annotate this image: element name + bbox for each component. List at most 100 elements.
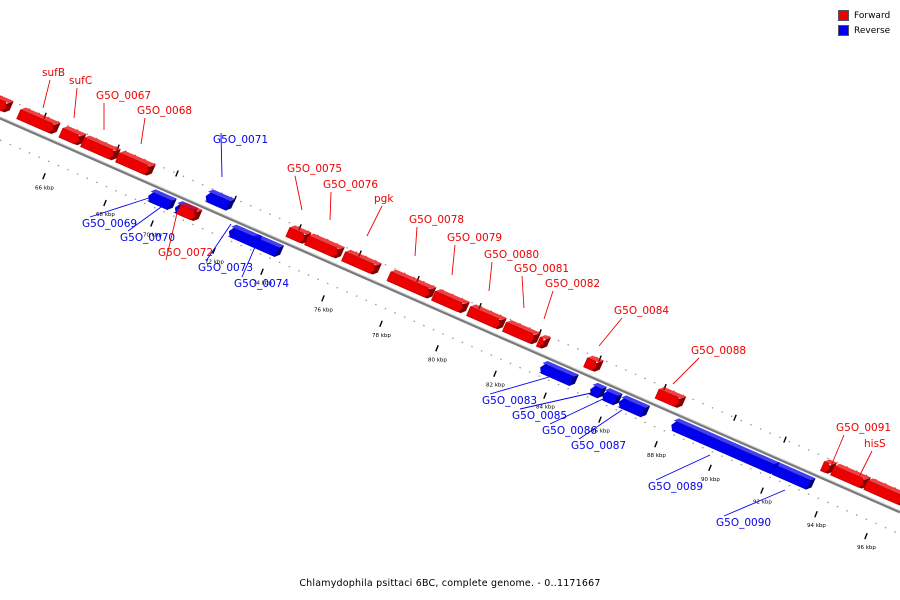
gene-top-face [308, 233, 345, 250]
axis-tick-mark [654, 440, 658, 448]
gene-top-face [587, 355, 604, 363]
gene-top-face [0, 95, 14, 104]
gene-label-leader [543, 290, 554, 320]
gene-arrow-face [386, 271, 430, 298]
gene-label: sufC [69, 75, 92, 87]
legend-reverse-label: Reverse [854, 25, 891, 36]
gene-feature [535, 334, 552, 349]
legend-forward-label: Forward [854, 10, 891, 21]
gene-label: G5O_0074 [234, 278, 289, 290]
backbone-line-highlight [0, 116, 900, 512]
gene-arrow-face [285, 227, 305, 243]
gene-label-leader [241, 239, 259, 278]
feature-layer [0, 95, 900, 506]
axis-tick-mark [760, 487, 764, 494]
axis-tick-mark [150, 220, 154, 227]
gene-feature [80, 135, 121, 161]
gene-feature [588, 382, 607, 399]
gene-feature [466, 304, 507, 330]
gene-arrow-face [115, 152, 149, 175]
gene-label-leader [451, 244, 456, 276]
gene-arrow-face [535, 336, 545, 348]
gene-feature [0, 95, 14, 113]
axis-tick-mark [435, 345, 439, 352]
axis-tick-label: 68 kbp [96, 212, 115, 218]
axis-tick-mark [42, 173, 46, 180]
gene-top-face [867, 478, 900, 497]
gene-arrow-face [304, 235, 338, 258]
upper-guide-line [0, 95, 900, 491]
label-layer: sufB sufC G5O_0067 G5O_0068 G5O_0069 G5O_0070… [42, 67, 891, 529]
gene-label-leader [723, 489, 786, 517]
gene-feature [830, 463, 871, 489]
gene-label: pgk [374, 193, 394, 205]
upper-tick-mark [733, 414, 737, 422]
axis-tick-mark [321, 295, 325, 302]
gene-feature [669, 418, 780, 475]
gene-label: G5O_0076 [323, 179, 378, 191]
gene-feature [58, 125, 87, 146]
legend: Forward Reverse [838, 8, 890, 38]
gene-feature [16, 107, 61, 134]
gene-top-face [390, 269, 437, 290]
gene-label-leader [521, 275, 525, 309]
axis-tick-label: 74 kbp [253, 281, 272, 287]
gene-label: G5O_0088 [691, 345, 746, 357]
gene-label: G5O_0091 [836, 422, 891, 434]
gene-top-face [506, 320, 541, 336]
gene-top-face [621, 395, 651, 408]
gene-top-face [604, 388, 623, 396]
gene-label-leader [205, 223, 232, 262]
gene-label: G5O_0075 [287, 163, 342, 175]
gene-feature [341, 249, 382, 275]
gene-arrow-face [502, 321, 534, 344]
axis-tick-mark [379, 320, 383, 328]
gene-feature [820, 459, 837, 474]
gene-label-leader [366, 205, 383, 237]
gene-label-leader [489, 376, 550, 395]
gene-arrow-face [830, 465, 864, 488]
gene-top-face [824, 459, 837, 465]
gene-label: G5O_0087 [571, 440, 626, 452]
gene-arrow-face [16, 109, 54, 134]
gene-label-leader [220, 132, 223, 178]
axis-tick-label: 82 kbp [486, 383, 505, 389]
gene-feature [204, 189, 236, 211]
gene-arrow-face [602, 391, 618, 406]
gene-label-leader [294, 175, 303, 211]
axis-tick-mark [103, 199, 107, 207]
gene-label-leader [89, 195, 156, 218]
gene-label: G5O_0070 [120, 232, 175, 244]
axis-tick-mark [493, 370, 497, 377]
gene-feature [769, 462, 816, 490]
gene-label: G5O_0090 [716, 517, 771, 529]
gene-arrow-face [466, 306, 500, 329]
legend-reverse: Reverse [838, 23, 890, 38]
gene-top-face [435, 289, 470, 304]
axis-tick-label: 70 kbp [143, 233, 162, 239]
axis-tick-mark [864, 532, 868, 540]
backbone-line [0, 116, 900, 514]
axis-tick-label: 88 kbp [647, 453, 666, 459]
axis-tick-label: 90 kbp [701, 477, 720, 483]
gene-arrow-face [654, 388, 680, 407]
gene-feature [538, 360, 579, 387]
gene-label: G5O_0072 [158, 247, 213, 259]
gene-top-face [773, 462, 816, 481]
gene-feature [146, 189, 177, 211]
axis-tick-mark [708, 464, 712, 472]
gene-feature [502, 320, 541, 345]
gene-label-leader [127, 201, 169, 232]
gene-label: G5O_0083 [482, 395, 537, 407]
genome-caption: Chlamydophila psittaci 6BC, complete gen… [299, 578, 601, 589]
gene-label-leader [329, 191, 332, 221]
gene-top-face [659, 386, 687, 399]
gene-label-leader [488, 261, 493, 292]
gene-feature [431, 289, 470, 314]
gene-arrow-face [618, 398, 646, 418]
gene-label: G5O_0068 [137, 105, 192, 117]
gene-arrow-face [540, 363, 574, 387]
gene-top-face [180, 202, 203, 212]
axis-tick-label: 92 kbp [753, 500, 772, 506]
